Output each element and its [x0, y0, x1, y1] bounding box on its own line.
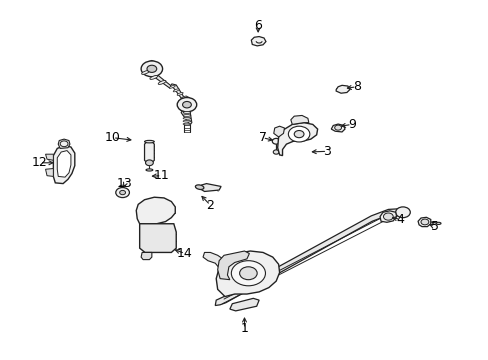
Polygon shape	[417, 217, 430, 226]
Ellipse shape	[169, 85, 175, 88]
Polygon shape	[53, 145, 75, 184]
Ellipse shape	[173, 89, 179, 92]
Circle shape	[147, 65, 157, 72]
Polygon shape	[203, 252, 224, 268]
Circle shape	[177, 98, 196, 112]
Circle shape	[60, 141, 68, 147]
Ellipse shape	[142, 71, 149, 75]
Polygon shape	[277, 123, 317, 156]
Ellipse shape	[150, 76, 157, 80]
Polygon shape	[136, 197, 175, 225]
Ellipse shape	[183, 112, 190, 113]
Polygon shape	[182, 96, 190, 102]
Text: 6: 6	[254, 19, 262, 32]
Circle shape	[383, 213, 392, 220]
Polygon shape	[273, 126, 284, 137]
Circle shape	[420, 219, 428, 225]
Circle shape	[288, 126, 309, 142]
Ellipse shape	[158, 81, 165, 84]
Polygon shape	[229, 298, 259, 311]
Polygon shape	[58, 139, 70, 148]
Ellipse shape	[183, 114, 190, 116]
Polygon shape	[45, 154, 53, 160]
Polygon shape	[251, 37, 265, 46]
Circle shape	[395, 207, 409, 218]
Polygon shape	[57, 150, 71, 177]
Polygon shape	[335, 85, 349, 93]
Circle shape	[116, 188, 129, 198]
Ellipse shape	[181, 96, 187, 99]
Text: 2: 2	[206, 199, 214, 212]
Polygon shape	[181, 109, 191, 125]
Text: 4: 4	[396, 213, 404, 226]
Polygon shape	[330, 124, 344, 132]
Circle shape	[272, 138, 280, 144]
Text: 12: 12	[32, 156, 47, 169]
Circle shape	[239, 267, 257, 280]
Polygon shape	[379, 211, 396, 222]
Ellipse shape	[435, 222, 440, 225]
Polygon shape	[170, 84, 185, 103]
Text: 13: 13	[117, 177, 133, 190]
Text: 9: 9	[347, 118, 355, 131]
Text: 14: 14	[177, 247, 192, 260]
Polygon shape	[199, 184, 221, 192]
Ellipse shape	[146, 169, 153, 171]
Circle shape	[231, 261, 265, 286]
Polygon shape	[180, 106, 193, 112]
Polygon shape	[215, 209, 407, 306]
Polygon shape	[141, 252, 152, 260]
Text: 1: 1	[240, 322, 248, 335]
Circle shape	[145, 160, 153, 166]
Polygon shape	[145, 70, 171, 88]
Text: 11: 11	[153, 169, 169, 182]
Ellipse shape	[177, 93, 183, 95]
Ellipse shape	[183, 123, 190, 125]
Polygon shape	[144, 60, 159, 69]
Ellipse shape	[183, 117, 190, 119]
Text: 7: 7	[258, 131, 266, 144]
Polygon shape	[290, 116, 308, 125]
Text: 8: 8	[352, 80, 360, 93]
Polygon shape	[216, 251, 279, 297]
Polygon shape	[45, 168, 53, 176]
Ellipse shape	[120, 185, 125, 187]
Ellipse shape	[183, 120, 190, 122]
Circle shape	[273, 150, 279, 154]
Circle shape	[294, 131, 304, 138]
Text: 5: 5	[430, 220, 438, 233]
Circle shape	[120, 190, 125, 195]
Polygon shape	[140, 224, 176, 252]
Circle shape	[334, 125, 341, 130]
Polygon shape	[144, 141, 154, 163]
Ellipse shape	[144, 140, 154, 143]
Polygon shape	[217, 251, 249, 280]
Circle shape	[182, 102, 191, 108]
Circle shape	[141, 61, 162, 77]
Text: 3: 3	[323, 145, 331, 158]
Ellipse shape	[195, 185, 203, 189]
Text: 10: 10	[105, 131, 121, 144]
